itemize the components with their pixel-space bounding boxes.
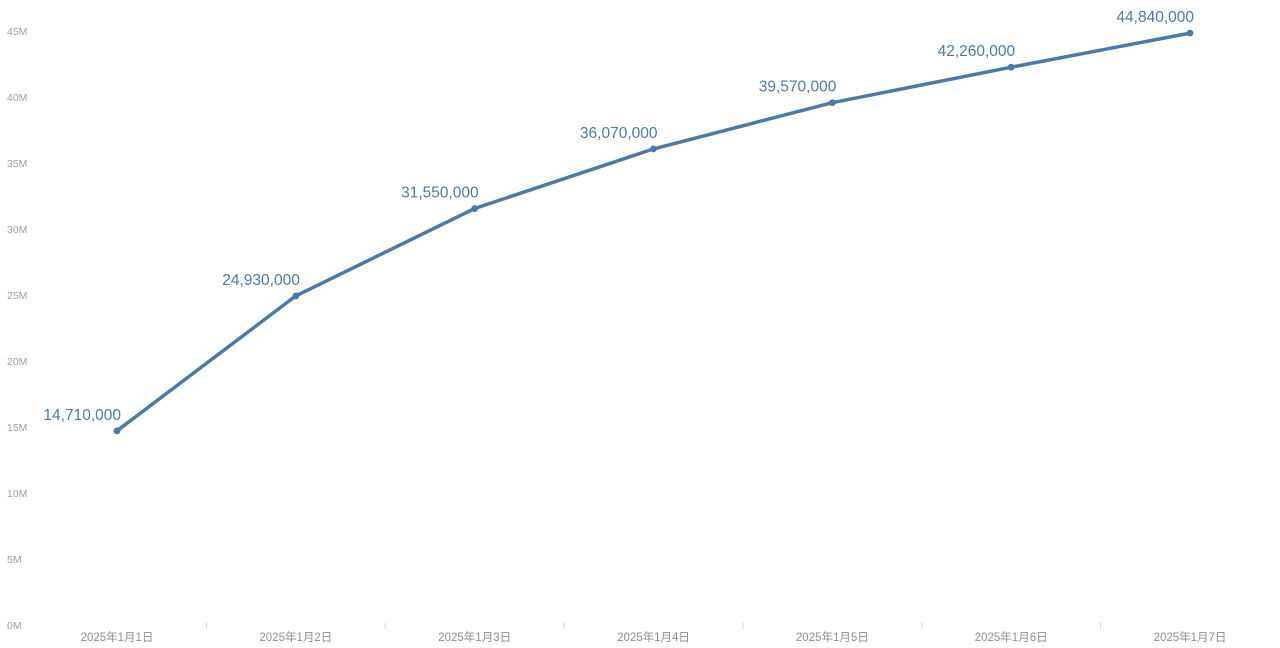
y-axis-tick-label: 25M bbox=[7, 290, 27, 302]
data-point-marker[interactable] bbox=[113, 427, 121, 435]
y-axis-tick-label: 0M bbox=[7, 620, 22, 632]
data-point-label: 44,840,000 bbox=[1116, 9, 1194, 26]
y-axis-tick-label: 5M bbox=[7, 554, 22, 566]
data-point-marker[interactable] bbox=[471, 205, 479, 212]
data-point-label: 14,710,000 bbox=[43, 407, 121, 424]
data-point-marker[interactable] bbox=[650, 145, 657, 153]
data-point-label: 31,550,000 bbox=[401, 185, 479, 202]
x-axis-tick-label: 2025年1月6日 bbox=[975, 630, 1048, 644]
y-axis-tick-label: 20M bbox=[7, 356, 27, 368]
data-point-marker[interactable] bbox=[292, 292, 300, 300]
y-axis-tick-label: 45M bbox=[7, 26, 27, 38]
data-point-label: 24,930,000 bbox=[222, 272, 300, 289]
x-axis-tick-label: 2025年1月7日 bbox=[1154, 630, 1227, 644]
x-axis-tick-label: 2025年1月2日 bbox=[259, 630, 332, 644]
x-axis-tick-label: 2025年1月3日 bbox=[438, 630, 511, 644]
y-axis-tick-label: 30M bbox=[7, 224, 27, 236]
data-point-label: 36,070,000 bbox=[580, 125, 658, 142]
y-axis-tick-label: 40M bbox=[7, 92, 27, 104]
y-axis-tick-label: 35M bbox=[7, 158, 27, 170]
data-point-label: 42,260,000 bbox=[938, 43, 1016, 60]
y-axis-tick-label: 15M bbox=[7, 422, 27, 434]
x-axis-tick-label: 2025年1月1日 bbox=[81, 630, 154, 644]
data-point-marker[interactable] bbox=[1186, 29, 1194, 37]
data-point-marker[interactable] bbox=[1007, 63, 1015, 71]
data-point-marker[interactable] bbox=[828, 99, 836, 107]
y-axis-tick-label: 10M bbox=[7, 488, 27, 500]
data-series-line bbox=[115, 31, 1192, 433]
x-axis-tick-label: 2025年1月4日 bbox=[617, 630, 690, 644]
data-point-label: 39,570,000 bbox=[759, 79, 837, 96]
x-axis-tick-label: 2025年1月5日 bbox=[796, 630, 869, 644]
